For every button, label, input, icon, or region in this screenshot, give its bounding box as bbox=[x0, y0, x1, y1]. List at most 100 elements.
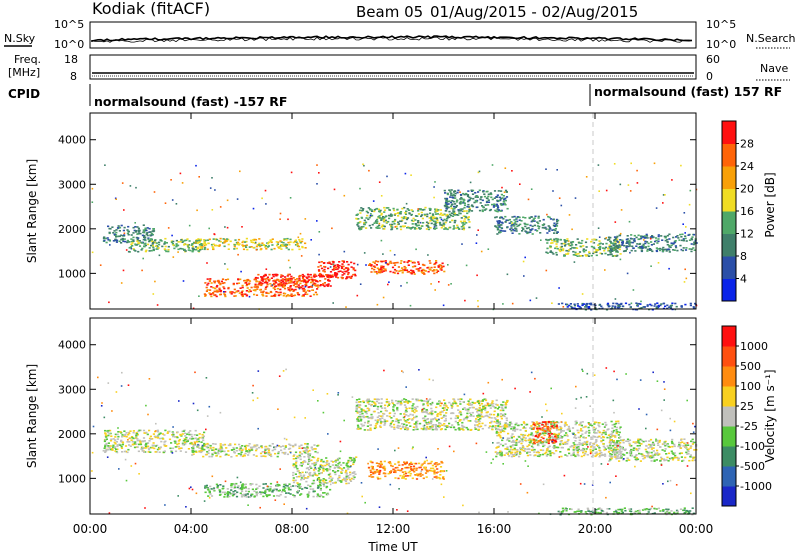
data-cell bbox=[292, 458, 295, 460]
data-cell bbox=[356, 222, 359, 224]
data-cell bbox=[359, 212, 362, 214]
data-cell bbox=[511, 222, 514, 224]
data-cell bbox=[104, 445, 107, 448]
data-cell bbox=[347, 482, 350, 485]
data-cell bbox=[467, 190, 470, 192]
data-cell bbox=[529, 231, 532, 233]
data-cell bbox=[140, 249, 143, 251]
y-tick-label: 2000 bbox=[58, 223, 86, 236]
data-cell bbox=[652, 236, 655, 238]
data-cell bbox=[378, 418, 382, 420]
data-cell bbox=[255, 249, 258, 251]
data-cell bbox=[397, 223, 400, 225]
data-cell bbox=[358, 227, 361, 229]
data-cell bbox=[103, 239, 106, 242]
data-cell bbox=[560, 204, 563, 207]
data-cell bbox=[657, 238, 660, 240]
data-cell bbox=[316, 474, 319, 477]
data-cell bbox=[348, 466, 351, 468]
data-cell bbox=[282, 245, 285, 247]
data-cell bbox=[370, 476, 373, 478]
data-cell bbox=[417, 399, 421, 402]
data-cell bbox=[496, 233, 499, 235]
data-cell bbox=[468, 407, 471, 409]
data-cell bbox=[357, 426, 360, 428]
data-cell bbox=[597, 429, 600, 432]
data-cell bbox=[152, 230, 155, 233]
data-cell bbox=[244, 445, 247, 448]
data-cell bbox=[177, 440, 181, 442]
data-cell bbox=[495, 216, 498, 218]
data-cell bbox=[420, 269, 423, 272]
data-cell bbox=[510, 223, 513, 226]
data-cell bbox=[517, 224, 520, 227]
data-cell bbox=[555, 224, 558, 226]
data-cell bbox=[161, 245, 164, 248]
data-cell bbox=[691, 236, 694, 238]
data-cell bbox=[304, 218, 307, 220]
data-cell bbox=[394, 477, 397, 479]
data-cell bbox=[171, 431, 174, 433]
data-cell bbox=[312, 293, 316, 296]
data-cell bbox=[610, 245, 613, 248]
data-cell bbox=[332, 461, 335, 463]
data-cell bbox=[255, 493, 258, 496]
data-cell bbox=[429, 467, 433, 470]
data-cell bbox=[284, 245, 288, 248]
data-cell bbox=[395, 225, 398, 228]
data-cell bbox=[666, 304, 669, 307]
data-cell bbox=[271, 443, 274, 445]
data-cell bbox=[475, 201, 478, 203]
data-cell bbox=[342, 467, 346, 469]
data-cell bbox=[254, 238, 258, 241]
data-cell bbox=[445, 207, 448, 210]
data-cell bbox=[170, 442, 173, 444]
data-cell bbox=[114, 442, 117, 445]
data-cell bbox=[496, 205, 499, 207]
data-cell bbox=[582, 245, 585, 247]
data-cell bbox=[195, 239, 198, 241]
data-cell bbox=[374, 419, 377, 422]
data-cell bbox=[278, 495, 281, 497]
data-cell bbox=[371, 417, 374, 419]
data-cell bbox=[235, 447, 238, 449]
data-cell bbox=[562, 249, 565, 252]
data-cell bbox=[265, 445, 268, 448]
data-cell bbox=[143, 447, 146, 449]
data-cell bbox=[381, 466, 384, 469]
data-cell bbox=[416, 420, 419, 422]
data-cell bbox=[476, 234, 478, 236]
data-cell bbox=[265, 248, 268, 250]
data-cell bbox=[400, 220, 403, 223]
data-cell bbox=[411, 226, 415, 229]
data-cell bbox=[292, 477, 295, 479]
data-cell bbox=[270, 291, 273, 294]
data-cell bbox=[426, 470, 429, 472]
data-cell bbox=[591, 238, 594, 241]
data-cell bbox=[308, 290, 311, 292]
data-cell bbox=[397, 401, 401, 404]
data-cell bbox=[389, 260, 392, 263]
data-cell bbox=[487, 248, 490, 250]
data-cell bbox=[151, 244, 154, 247]
data-cell bbox=[363, 223, 366, 226]
data-cell bbox=[219, 290, 222, 293]
data-cell bbox=[309, 485, 312, 488]
data-cell bbox=[286, 279, 289, 281]
data-cell bbox=[411, 419, 414, 421]
data-cell bbox=[337, 266, 340, 269]
data-cell bbox=[215, 286, 218, 288]
data-cell bbox=[240, 488, 243, 491]
data-cell bbox=[304, 447, 307, 449]
data-cell bbox=[212, 238, 215, 240]
data-cell bbox=[238, 292, 241, 294]
data-cell bbox=[379, 466, 382, 468]
data-cell bbox=[299, 241, 302, 244]
data-cell bbox=[415, 410, 418, 412]
data-cell bbox=[531, 421, 534, 423]
data-cell bbox=[496, 415, 499, 418]
data-cell bbox=[177, 248, 180, 251]
data-cell bbox=[131, 245, 134, 247]
data-cell bbox=[247, 454, 250, 456]
data-cell bbox=[528, 216, 531, 219]
